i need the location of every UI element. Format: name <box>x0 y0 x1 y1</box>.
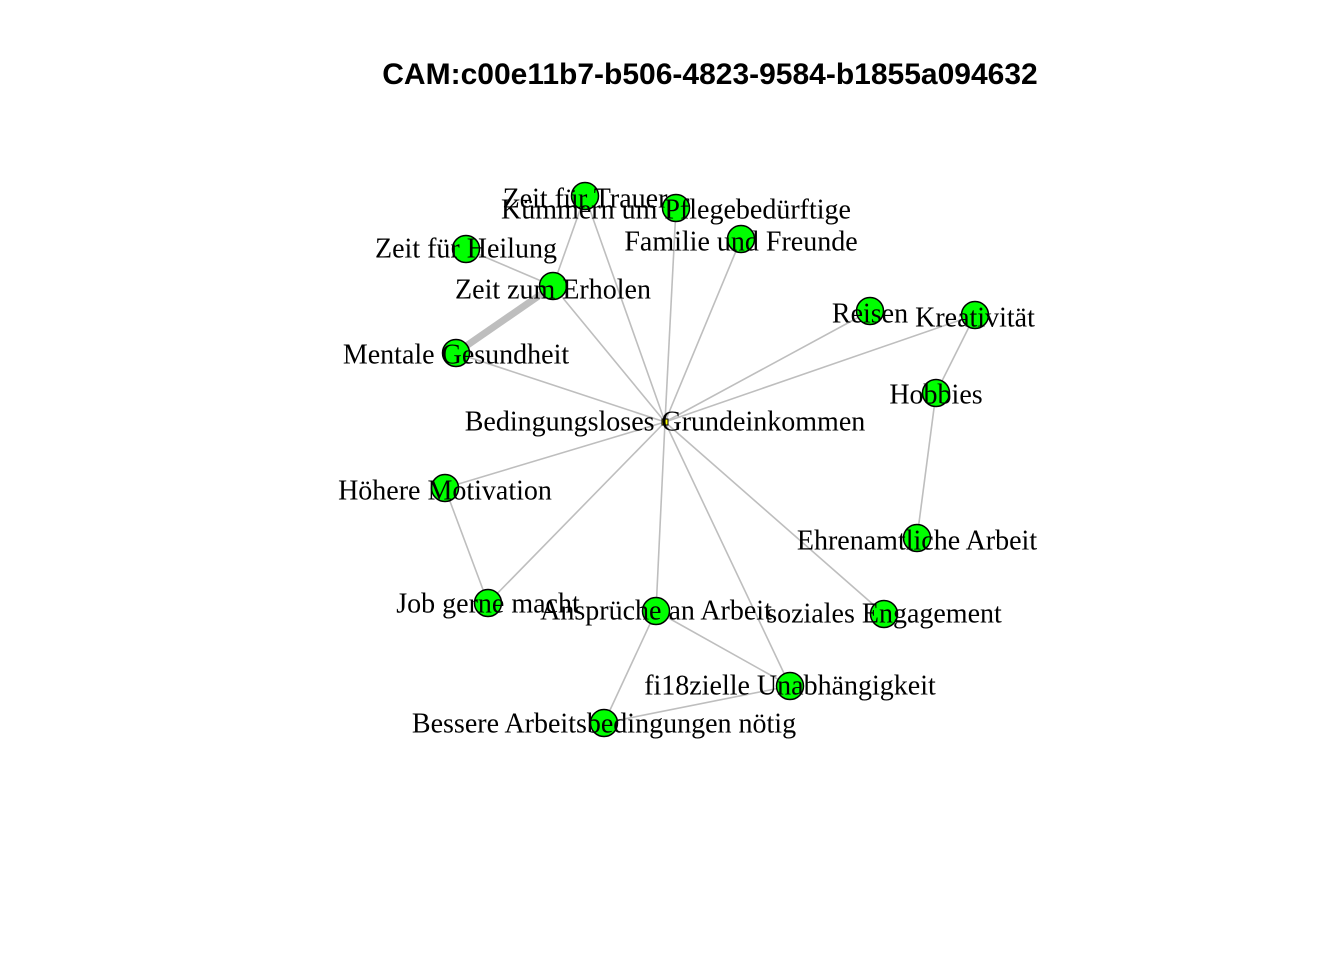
node-label-motivation: Höhere Motivation <box>338 476 552 507</box>
node-job <box>473 588 503 618</box>
edge-bgk-erholen <box>552 285 666 423</box>
node-kreativ <box>960 300 990 330</box>
node-label-finanz: fi18zielle Unabhängigkeit <box>644 671 936 702</box>
node-label-sozial: soziales Engagement <box>766 599 1002 630</box>
node-erholen <box>538 271 568 301</box>
node-label-bessere: Bessere Arbeitsbedingungen nötig <box>412 709 796 740</box>
edge-bgk-sozial <box>664 421 885 615</box>
node-label-job: Job gerne macht <box>396 589 580 620</box>
node-bgk <box>661 418 669 426</box>
edge-bgk-finanz <box>664 421 791 687</box>
edge-kreativ-hobbies <box>935 314 976 394</box>
edge-bgk-motivation <box>444 421 666 489</box>
node-pflege <box>661 193 691 223</box>
node-mental <box>441 338 471 368</box>
node-label-ansprueche: Ansprüche an Arbeit <box>540 596 772 627</box>
node-heilung <box>451 234 481 264</box>
edge-bgk-reisen <box>664 310 871 423</box>
node-sozial <box>869 599 899 629</box>
node-label-bgk: Bedingungsloses Grundeinkommen <box>465 407 866 438</box>
node-hobbies <box>921 378 951 408</box>
node-label-familie: Familie und Freunde <box>624 227 857 258</box>
node-label-pflege: Kümmern um Pflegebedürftige <box>501 195 851 226</box>
labels-layer: Bedingungsloses Grundeinkommen Zeit für T… <box>338 184 1037 740</box>
node-label-reisen: Reisen <box>832 299 908 330</box>
edge-bgk-job <box>487 421 666 604</box>
diagram-title: CAM:c00e11b7-b506-4823-9584-b1855a094632 <box>382 58 1038 91</box>
node-label-heilung: Zeit für Heilung <box>375 234 557 265</box>
edge-trauer-erholen <box>552 195 586 287</box>
edge-hobbies-ehrenamt <box>916 392 937 539</box>
edge-motivation-job <box>444 487 489 604</box>
node-finanz <box>775 671 805 701</box>
edge-heilung-erholen <box>465 248 554 287</box>
edge-bgk-familie <box>664 238 742 423</box>
edge-erholen-mental <box>454 283 555 356</box>
node-motivation <box>430 473 460 503</box>
node-label-hobbies: Hobbies <box>889 380 982 411</box>
node-bessere <box>589 708 619 738</box>
edges-layer <box>444 195 976 724</box>
edge-ansprueche-bessere <box>603 610 657 724</box>
nodes-layer <box>430 181 990 738</box>
node-label-erholen: Zeit zum Erholen <box>455 275 651 306</box>
edge-bgk-mental <box>455 352 666 423</box>
node-label-kreativ: Kreativität <box>915 303 1035 334</box>
node-reisen <box>855 296 885 326</box>
node-ehrenamt <box>902 523 932 553</box>
edge-finanz-bessere <box>603 685 791 724</box>
edge-bgk-pflege <box>664 207 677 423</box>
edge-ansprueche-finanz <box>655 610 791 687</box>
node-label-trauer: Zeit für Trauer <box>503 184 669 215</box>
edge-bgk-kreativ <box>664 314 976 423</box>
node-label-ehrenamt: Ehrenamtliche Arbeit <box>797 526 1037 557</box>
node-trauer <box>570 181 600 211</box>
node-ansprueche <box>641 596 671 626</box>
node-label-mental: Mentale Gesundheit <box>343 340 569 371</box>
node-familie <box>726 224 756 254</box>
edge-bgk-ansprueche <box>655 421 666 612</box>
edge-bgk-trauer <box>584 195 666 423</box>
